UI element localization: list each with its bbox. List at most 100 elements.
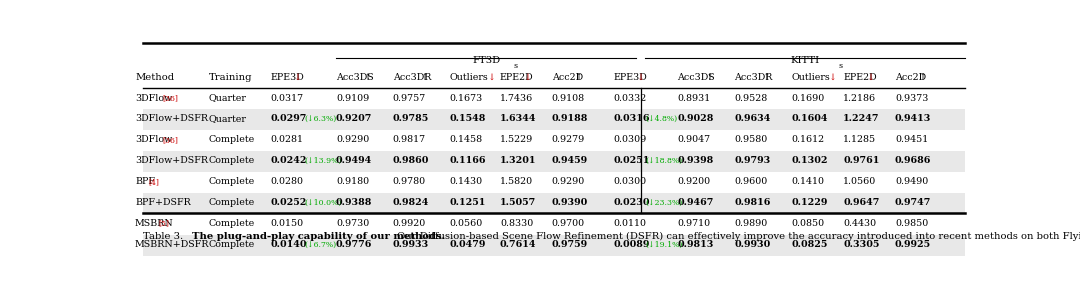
Text: 0.9047: 0.9047: [677, 135, 711, 144]
Text: 0.9785: 0.9785: [393, 115, 429, 123]
Text: 0.1458: 0.1458: [449, 135, 483, 144]
Text: Outliers: Outliers: [449, 73, 488, 82]
Text: 0.9200: 0.9200: [677, 177, 711, 186]
Text: Acc3DS: Acc3DS: [336, 73, 374, 82]
Text: 0.9757: 0.9757: [393, 94, 426, 103]
Text: 0.9860: 0.9860: [393, 156, 429, 165]
Bar: [144, 109, 966, 130]
Bar: [144, 235, 966, 256]
Text: 0.9028: 0.9028: [677, 115, 714, 123]
Text: MSBRN: MSBRN: [135, 219, 174, 228]
Text: 0.0850: 0.0850: [792, 219, 824, 228]
Text: 0.9490: 0.9490: [895, 177, 928, 186]
Text: 0.9188: 0.9188: [552, 115, 589, 123]
Text: The plug-and-play capability of our methods.: The plug-and-play capability of our meth…: [192, 232, 445, 241]
Text: 1.0560: 1.0560: [843, 177, 876, 186]
Text: EPE3D: EPE3D: [271, 73, 305, 82]
Text: 0.0825: 0.0825: [792, 240, 827, 249]
Text: Method: Method: [135, 73, 174, 82]
Text: 1.1285: 1.1285: [843, 135, 876, 144]
Text: 0.9890: 0.9890: [734, 219, 768, 228]
Text: ↑: ↑: [919, 73, 927, 82]
Text: (↓4.8%): (↓4.8%): [646, 115, 677, 123]
Text: [36]: [36]: [163, 94, 178, 102]
Text: 0.9647: 0.9647: [843, 198, 879, 207]
Text: 1.5820: 1.5820: [500, 177, 534, 186]
Text: Acc2D: Acc2D: [895, 73, 927, 82]
Text: 0.8931: 0.8931: [677, 94, 711, 103]
Text: Complete: Complete: [208, 156, 255, 165]
Text: ↓: ↓: [487, 73, 496, 82]
Text: Complete: Complete: [208, 219, 255, 228]
Text: 0.0316: 0.0316: [613, 115, 650, 123]
Text: Table 3.: Table 3.: [144, 232, 184, 241]
Text: 0.0281: 0.0281: [271, 135, 303, 144]
Text: [36]: [36]: [163, 136, 178, 144]
Text: 0.0150: 0.0150: [271, 219, 303, 228]
Text: 0.0140: 0.0140: [271, 240, 307, 249]
Text: 0.0230: 0.0230: [613, 198, 650, 207]
Text: 1.2186: 1.2186: [843, 94, 876, 103]
Text: BPF: BPF: [135, 177, 156, 186]
Text: 0.9388: 0.9388: [336, 198, 373, 207]
Text: 0.0560: 0.0560: [449, 219, 483, 228]
Text: 0.0242: 0.0242: [271, 156, 307, 165]
Text: 0.9413: 0.9413: [895, 115, 931, 123]
Text: BPF+DSFR: BPF+DSFR: [135, 198, 191, 207]
Text: 3DFlow: 3DFlow: [135, 94, 172, 103]
Text: 0.1302: 0.1302: [792, 156, 827, 165]
Text: 3DFlow+DSFR: 3DFlow+DSFR: [135, 156, 208, 165]
Text: 0.9580: 0.9580: [734, 135, 768, 144]
Text: Complete: Complete: [208, 198, 255, 207]
Text: KITTI: KITTI: [791, 56, 820, 65]
Text: EPE3D: EPE3D: [613, 73, 648, 82]
Text: ↓: ↓: [637, 73, 646, 82]
Text: 1.6344: 1.6344: [500, 115, 537, 123]
Text: ↓: ↓: [524, 73, 531, 82]
Text: ↓: ↓: [866, 73, 875, 82]
Text: 0.3305: 0.3305: [843, 240, 879, 249]
Text: 0.0309: 0.0309: [613, 135, 647, 144]
Text: 1.2247: 1.2247: [843, 115, 879, 123]
Text: 0.9459: 0.9459: [552, 156, 588, 165]
Text: 0.0252: 0.0252: [271, 198, 307, 207]
Text: 0.9920: 0.9920: [393, 219, 426, 228]
Text: 0.1410: 0.1410: [792, 177, 824, 186]
Text: (↓10.0%): (↓10.0%): [305, 199, 341, 207]
Text: ↑: ↑: [576, 73, 583, 82]
Text: 0.9451: 0.9451: [895, 135, 928, 144]
Text: 0.9813: 0.9813: [677, 240, 714, 249]
Text: 0.9816: 0.9816: [734, 198, 771, 207]
Text: 0.9467: 0.9467: [677, 198, 714, 207]
Text: 0.9793: 0.9793: [734, 156, 770, 165]
Text: ↓: ↓: [294, 73, 302, 82]
Text: 0.0297: 0.0297: [271, 115, 307, 123]
Text: 0.9761: 0.9761: [843, 156, 879, 165]
Text: 1.7436: 1.7436: [500, 94, 534, 103]
Text: 0.1604: 0.1604: [792, 115, 827, 123]
Text: Quarter: Quarter: [208, 115, 246, 123]
Text: (↓18.8%): (↓18.8%): [646, 157, 683, 165]
Text: 3DFlow: 3DFlow: [135, 135, 172, 144]
Text: 0.1690: 0.1690: [792, 94, 824, 103]
Bar: [144, 151, 966, 172]
Text: Training: Training: [208, 73, 252, 82]
Text: 0.0110: 0.0110: [613, 219, 647, 228]
Text: 0.9528: 0.9528: [734, 94, 768, 103]
Text: 3DFlow+DSFR: 3DFlow+DSFR: [135, 115, 208, 123]
Text: 0.4430: 0.4430: [843, 219, 876, 228]
Bar: [144, 193, 966, 214]
Text: 0.9747: 0.9747: [895, 198, 931, 207]
Text: 0.1548: 0.1548: [449, 115, 486, 123]
Text: (↓23.3%): (↓23.3%): [646, 199, 683, 207]
Text: ↑: ↑: [421, 73, 429, 82]
Text: ↓: ↓: [829, 73, 837, 82]
Text: 0.9290: 0.9290: [552, 177, 585, 186]
Text: (↓19.1%): (↓19.1%): [646, 241, 683, 249]
Text: 0.9850: 0.9850: [895, 219, 928, 228]
Text: 0.9634: 0.9634: [734, 115, 771, 123]
Text: 0.9780: 0.9780: [393, 177, 426, 186]
Text: 0.0300: 0.0300: [613, 177, 647, 186]
Text: 0.9398: 0.9398: [677, 156, 714, 165]
Text: ↑: ↑: [364, 73, 373, 82]
